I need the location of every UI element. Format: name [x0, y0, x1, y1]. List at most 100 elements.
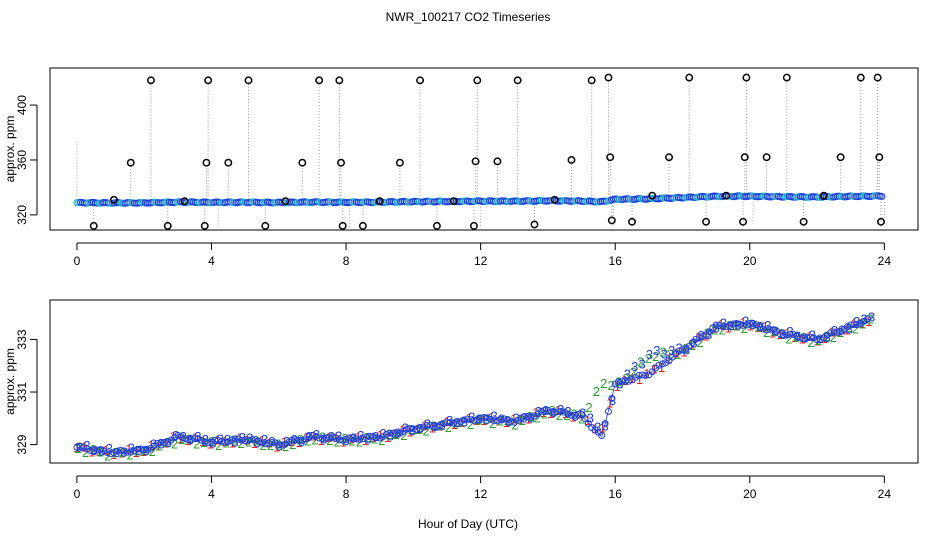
spike-point	[648, 191, 657, 200]
avg-point	[332, 434, 340, 442]
series-2-marker: 2	[785, 331, 792, 346]
avg-point	[366, 432, 374, 440]
avg-point	[137, 445, 145, 453]
series-3-marker: 3	[527, 410, 534, 425]
spike-point	[337, 158, 345, 167]
x-tick-label: 24	[878, 254, 892, 268]
series-3-marker: 3	[106, 441, 113, 456]
series-2-marker: 2	[608, 378, 615, 393]
avg-point	[295, 436, 303, 444]
avg-point	[615, 378, 623, 386]
series-3-marker: 3	[313, 427, 320, 442]
avg-point	[490, 417, 498, 425]
series-1-marker: 1	[577, 407, 584, 422]
spike-point	[875, 153, 884, 162]
series-2-marker: 2	[756, 320, 763, 335]
series-1-marker: 1	[207, 437, 214, 452]
avg-point	[298, 436, 306, 444]
avg-point	[736, 320, 744, 328]
series-2-marker: 2	[600, 376, 607, 391]
series-2-marker: 2	[652, 349, 659, 364]
avg-point	[325, 433, 333, 441]
series-1-marker: 1	[406, 425, 413, 440]
spike-point	[315, 76, 324, 85]
avg-point	[473, 416, 481, 424]
avg-point	[144, 446, 152, 454]
y-axis-label: approx. ppm	[3, 348, 17, 415]
series-2-marker: 2	[467, 417, 474, 432]
avg-point	[315, 434, 323, 442]
series-3-marker: 3	[268, 434, 275, 449]
series-3-marker: 3	[416, 421, 423, 436]
y-tick-label: 320	[15, 205, 29, 225]
avg-point	[574, 410, 582, 418]
series-2-marker: 2	[830, 330, 837, 345]
series-1-marker: 1	[680, 344, 687, 359]
series-2-marker: 2	[563, 408, 570, 423]
series-3-marker: 3	[335, 428, 342, 443]
series-3-marker: 3	[631, 359, 638, 374]
series-3-marker: 3	[609, 393, 616, 408]
avg-point	[557, 407, 565, 415]
series-3-marker: 3	[683, 343, 690, 358]
avg-point	[73, 443, 81, 451]
spike-point	[335, 76, 344, 85]
spike-point	[298, 158, 307, 167]
avg-point	[396, 429, 404, 437]
avg-point	[641, 371, 649, 379]
avg-point	[732, 320, 740, 328]
x-tick-label: 20	[743, 254, 757, 268]
spike-point	[493, 157, 502, 166]
avg-point	[221, 438, 229, 446]
avg-point	[477, 414, 485, 422]
avg-point	[766, 325, 774, 333]
series-2-marker: 2	[289, 437, 296, 452]
avg-point	[837, 328, 845, 336]
avg-point	[790, 330, 798, 338]
avg-point	[164, 438, 172, 446]
avg-point	[853, 321, 861, 329]
spike-point	[873, 73, 882, 82]
y-tick-label: 331	[15, 382, 29, 402]
avg-point	[123, 448, 131, 456]
avg-point	[722, 323, 730, 331]
spike-point	[469, 221, 478, 230]
series-1-marker: 1	[569, 409, 576, 424]
x-tick-label: 4	[208, 487, 215, 501]
avg-point	[187, 435, 195, 443]
avg-point	[292, 436, 300, 444]
avg-point	[729, 320, 737, 328]
avg-point	[658, 360, 666, 368]
avg-point	[816, 335, 824, 343]
avg-point	[376, 434, 384, 442]
series-2-marker: 2	[807, 335, 814, 350]
avg-point	[598, 431, 606, 439]
avg-point	[504, 416, 512, 424]
series-3-marker: 3	[143, 443, 150, 458]
avg-point	[201, 438, 209, 446]
avg-point	[524, 412, 532, 420]
avg-point	[191, 434, 199, 442]
series-3-marker: 3	[720, 315, 727, 330]
avg-point	[692, 335, 700, 343]
avg-point	[578, 410, 586, 418]
avg-point	[803, 334, 811, 342]
plot-frame	[49, 67, 919, 231]
series-1-marker: 1	[399, 422, 406, 437]
avg-point	[779, 331, 787, 339]
avg-point	[608, 394, 616, 402]
series-3-marker: 3	[476, 411, 483, 426]
x-tick-label: 8	[343, 254, 350, 268]
series-2-marker: 2	[97, 444, 104, 459]
series-2-marker: 2	[200, 435, 207, 450]
series-3-marker: 3	[668, 343, 675, 358]
avg-point	[133, 445, 141, 453]
spike-point	[665, 153, 673, 162]
series-2-marker: 2	[423, 424, 430, 439]
avg-point	[739, 321, 747, 329]
x-tick-label: 8	[343, 487, 350, 501]
series-1-marker: 1	[244, 432, 251, 447]
avg-point	[450, 419, 458, 427]
spike-point	[606, 153, 615, 162]
